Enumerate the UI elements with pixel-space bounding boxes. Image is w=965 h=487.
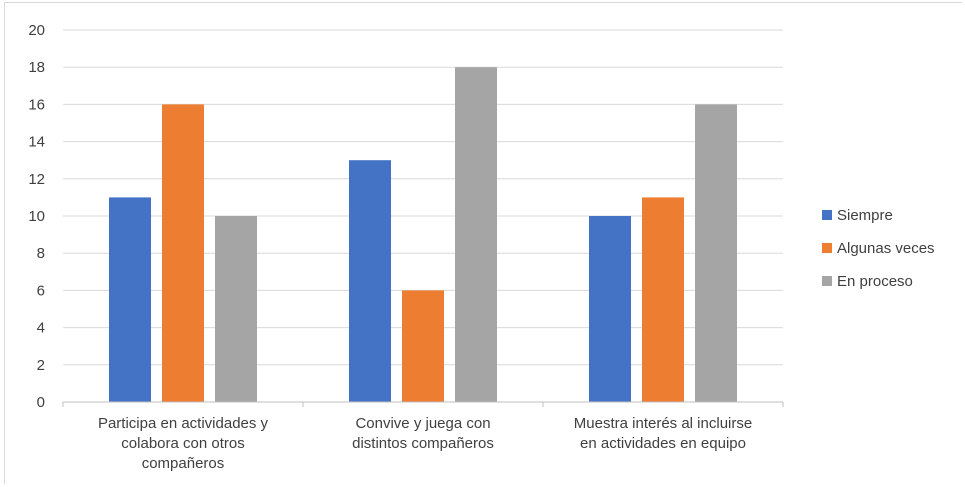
- legend: Siempre Algunas veces En proceso: [822, 207, 935, 290]
- y-tick-label: 0: [37, 394, 45, 411]
- category-label-line: Convive y juega con: [355, 415, 490, 432]
- bar-en-proceso-3: [695, 104, 737, 403]
- y-tick-label: 16: [28, 96, 45, 113]
- bar-siempre-1: [109, 197, 151, 402]
- bar-en-proceso-1: [215, 216, 257, 402]
- x-axis: [62, 401, 784, 407]
- y-tick-label: 10: [28, 208, 45, 225]
- bar-siempre-3: [589, 216, 631, 402]
- category-label-line: Muestra interés al incluirse: [574, 415, 752, 432]
- category-label-line: colabora con otros: [121, 435, 244, 452]
- x-axis-categories: Participa en actividades y colabora con o…: [98, 415, 752, 472]
- y-tick-label: 2: [37, 357, 45, 374]
- legend-swatch: [822, 210, 832, 220]
- bar-algunas-veces-1: [162, 104, 204, 403]
- y-tick-label: 4: [37, 320, 45, 337]
- y-tick-label: 18: [28, 59, 45, 76]
- legend-swatch: [822, 243, 832, 253]
- chart-frame: [4, 2, 962, 484]
- y-axis-ticks: 0 2 4 6 8 10 12 14 16 18 20: [28, 22, 45, 411]
- legend-label: Siempre: [837, 207, 893, 224]
- category-label: Convive y juega con distintos compañeros: [352, 415, 494, 452]
- y-tick-label: 12: [28, 171, 45, 188]
- category-label-line: compañeros: [142, 455, 225, 472]
- category-label-line: en actividades en equipo: [580, 435, 746, 452]
- bar-siempre-2: [349, 160, 391, 402]
- y-tick-label: 20: [28, 22, 45, 39]
- legend-label: Algunas veces: [837, 240, 935, 257]
- legend-swatch: [822, 276, 832, 286]
- category-label-line: distintos compañeros: [352, 435, 494, 452]
- y-tick-label: 8: [37, 245, 45, 262]
- category-label-line: Participa en actividades y: [98, 415, 269, 432]
- category-label: Participa en actividades y colabora con o…: [98, 415, 269, 472]
- y-tick-label: 6: [37, 282, 45, 299]
- bar-algunas-veces-2: [402, 290, 444, 402]
- bar-algunas-veces-3: [642, 197, 684, 402]
- bar-en-proceso-2: [455, 67, 497, 402]
- category-label: Muestra interés al incluirse en actividad…: [574, 415, 752, 452]
- legend-label: En proceso: [837, 273, 913, 290]
- y-tick-label: 14: [28, 134, 45, 151]
- bars: [109, 67, 737, 403]
